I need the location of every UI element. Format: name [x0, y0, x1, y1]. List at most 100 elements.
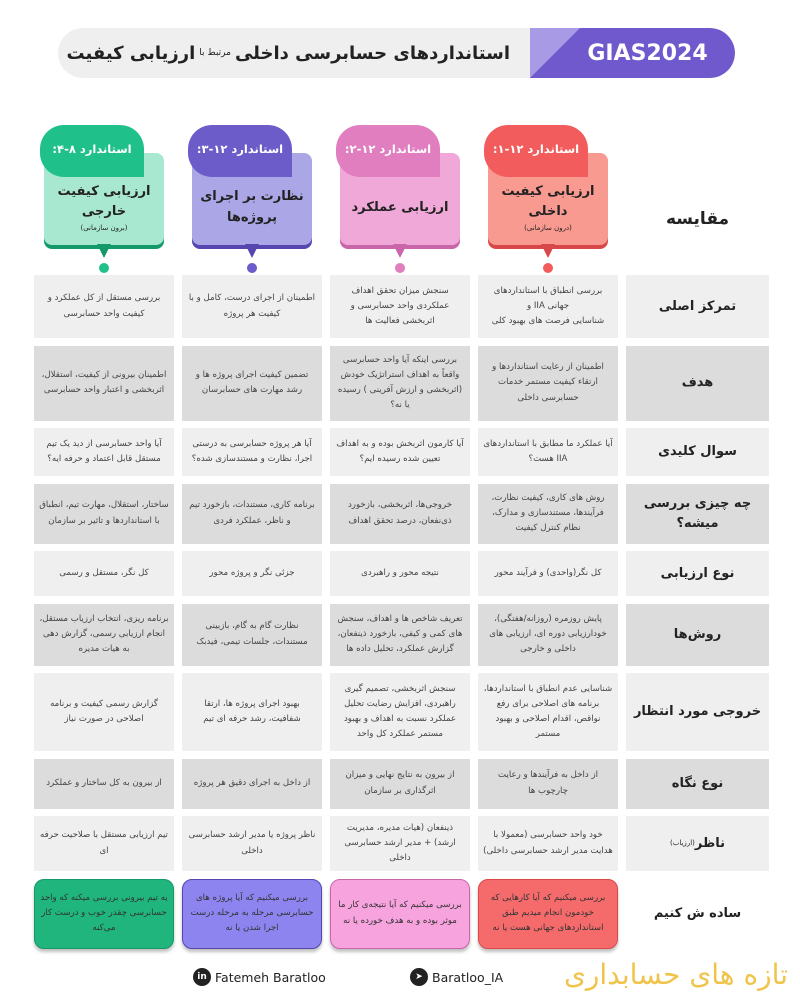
table-cell: برنامه ریزی، انتخاب ارزیاب مستقل، انجام …: [34, 603, 174, 666]
comparison-label: مقایسه: [665, 209, 730, 229]
card-title: ارزیابی کیفیت خارجی: [57, 183, 151, 220]
linkedin-name: Fatemeh Baratloo: [215, 969, 326, 985]
card-note: (درون سازمانی): [524, 224, 572, 233]
table-cell: شناسایی عدم انطباق با استانداردها، برنام…: [478, 673, 618, 751]
row-label: چه چیزی بررسی میشه؟: [626, 483, 769, 544]
card-standard-tab: استاندارد ۸-۴:: [40, 125, 144, 177]
card-dot: [247, 263, 257, 273]
table-cell: کل نگر، مستقل و رسمی: [34, 551, 174, 596]
card-pointer: [97, 244, 111, 258]
standard-card: ارزیابی کیفیت داخلی (درون سازمانی) استاندا…: [478, 125, 618, 273]
row-label-text: تمرکز اصلی: [658, 298, 737, 314]
row-label: خروجی مورد انتظار: [626, 673, 769, 751]
summary-cell: بررسی میکنیم که آیا کارهایی که خودمون ان…: [478, 878, 618, 949]
title-banner: استانداردهای حسابرسی داخلی مرتبط با ارزی…: [58, 28, 735, 78]
table-cell: از بیرون به کل ساختار و عملکرد: [34, 758, 174, 809]
row-label-text: خروجی مورد انتظار: [633, 704, 762, 720]
table-cell: آیا کارمون اثربخش بوده و به اهداف تعیین …: [330, 428, 470, 476]
standard-card: نظارت بر اجرای پروژه‌ها استاندارد ۱۲-۳:: [182, 125, 322, 273]
table-cell: بررسی انطباق با استانداردهای جهانی IIA و…: [478, 275, 618, 338]
gias-badge: GIAS2024: [530, 28, 735, 78]
row-label-text: سوال کلیدی: [658, 444, 737, 460]
table-cell: اطمینان از رعایت استانداردها و ارتقاء کی…: [478, 345, 618, 421]
title-main: استانداردهای حسابرسی داخلی: [234, 42, 510, 64]
table-cell: ساختار، استقلال، مهارت تیم، انطباق با اس…: [34, 483, 174, 544]
table-cell: سنجش میزان تحقق اهداف عملکردی واحد حسابر…: [330, 275, 470, 338]
card-pointer: [393, 244, 407, 258]
card-title: ارزیابی کیفیت داخلی: [501, 183, 595, 220]
table-cell: روش های کاری، کیفیت نظارت، فرآیندها، مست…: [478, 483, 618, 544]
table-cell: خود واحد حسابرسی (معمولا با هدایت مدیر ا…: [478, 816, 618, 871]
telegram-name: Baratloo_IA: [432, 969, 504, 985]
row-label-text: نوع نگاه: [671, 775, 724, 791]
linkedin-link[interactable]: in Fatemeh Baratloo: [193, 968, 326, 986]
footer: in Fatemeh Baratloo ➤ Baratloo_IA تازه ه…: [0, 958, 800, 1002]
gias-label: GIAS2024: [587, 40, 708, 66]
row-label: ساده ش کنیم: [626, 878, 769, 949]
table-cell: اطمینان بیرونی از کیفیت، استقلال، اثربخش…: [34, 345, 174, 421]
table-cell: تضمین کیفیت اجرای پروژه ها و رشد مهارت ه…: [182, 345, 322, 421]
card-title: نظارت بر اجرای پروژه‌ها: [200, 189, 304, 225]
table-cell: گزارش رسمی کیفیت و برنامه اصلاحی در صورت…: [34, 673, 174, 751]
table-cell: خروجی‌ها، اثربخشی، بازخورد ذی‌نفعان، درص…: [330, 483, 470, 544]
title-end: ارزیابی کیفیت: [66, 42, 196, 64]
table-cell: تعریف شاخص ها و اهداف، سنجش های کمی و کی…: [330, 603, 470, 666]
table-cell: بررسی مستقل از کل عملکرد و کیفیت واحد حس…: [34, 275, 174, 338]
summary-cell: بررسی میکنیم که آیا پروژه های حسابرسی مر…: [182, 878, 322, 949]
row-label: سوال کلیدی: [626, 428, 769, 476]
table-cell: اطمینان از اجرای درست، کامل و با کیفیت ه…: [182, 275, 322, 338]
standards-cards: مقایسه ارزیابی کیفیت داخلی (درون سازمانی)…: [34, 125, 769, 273]
row-label: ناظر (ارزیاب): [626, 816, 769, 871]
telegram-icon: ➤: [410, 968, 428, 986]
comparison-table: تمرکز اصلی بررسی انطباق با استانداردهای ج…: [34, 275, 769, 949]
table-cell: آیا عملکرد ما مطابق با استانداردهای IIA …: [478, 428, 618, 476]
standard-card: ارزیابی کیفیت خارجی (برون سازمانی) استاندا…: [34, 125, 174, 273]
standard-card: ارزیابی عملکرد استاندارد ۱۲-۲:: [330, 125, 470, 273]
title-connector: مرتبط با: [199, 48, 231, 58]
card-dot: [543, 263, 553, 273]
card-standard-tab: استاندارد ۱۲-۲:: [336, 125, 440, 177]
summary-cell: یه تیم بیرونی بررسی میکنه که واحد حسابرس…: [34, 878, 174, 949]
row-label: تمرکز اصلی: [626, 275, 769, 338]
table-cell: جزئی نگر و پروژه محور: [182, 551, 322, 596]
card-dot: [99, 263, 109, 273]
table-cell: نتیجه محور و راهبردی: [330, 551, 470, 596]
card-standard-tab: استاندارد ۱۲-۱:: [484, 125, 588, 177]
card-pointer: [541, 244, 555, 258]
table-cell: بهبود اجرای پروژه ها، ارتقا شفافیت، رشد …: [182, 673, 322, 751]
table-cell: پایش روزمره (روزانه/هفتگی)، خودارزیابی د…: [478, 603, 618, 666]
table-cell: از بیرون به نتایج نهایی و میزان اثرگذاری…: [330, 758, 470, 809]
row-label-text: نوع ارزیابی: [660, 565, 735, 581]
card-dot: [395, 263, 405, 273]
row-label: روش‌ها: [626, 603, 769, 666]
row-label: نوع نگاه: [626, 758, 769, 809]
table-cell: بررسی اینکه آیا واحد حسابرسی واقعاً به ا…: [330, 345, 470, 421]
table-cell: سنجش اثربخشی، تصمیم گیری راهبردی، افزایش…: [330, 673, 470, 751]
card-standard-tab: استاندارد ۱۲-۳:: [188, 125, 292, 177]
table-cell: از داخل به اجرای دقیق هر پروژه: [182, 758, 322, 809]
row-label-text: ناظر: [694, 835, 725, 851]
telegram-link[interactable]: ➤ Baratloo_IA: [410, 968, 503, 986]
table-cell: از داخل به فرآیندها و رعایت چارچوب ها: [478, 758, 618, 809]
row-label: نوع ارزیابی: [626, 551, 769, 596]
table-cell: تیم ارزیابی مستقل با صلاحیت حرفه ای: [34, 816, 174, 871]
row-label-text: روش‌ها: [673, 626, 722, 642]
table-cell: کل نگر(واحدی) و فرآیند محور: [478, 551, 618, 596]
table-cell: ذینفعان (هیات مدیره، مدیریت ارشد) + مدیر…: [330, 816, 470, 871]
brand-watermark: تازه های حسابداری: [563, 958, 788, 991]
summary-cell: بررسی میکنیم که آیا نتیجه‌ی کار ما موثر …: [330, 878, 470, 949]
table-cell: نظارت گام به گام، بازبینی مستندات، جلسات…: [182, 603, 322, 666]
table-cell: ناظر پروژه یا مدیر ارشد حسابرسی داخلی: [182, 816, 322, 871]
row-label-text: چه چیزی بررسی میشه؟: [643, 496, 752, 531]
row-label-text: هدف: [681, 375, 714, 391]
table-cell: آیا واحد حسابرسی از دید یک تیم مستقل قاب…: [34, 428, 174, 476]
page-title: استانداردهای حسابرسی داخلی مرتبط با ارزی…: [66, 28, 510, 78]
table-cell: برنامه کاری، مستندات، بازخورد تیم و ناظر…: [182, 483, 322, 544]
row-label-text: ساده ش کنیم: [653, 905, 742, 921]
card-pointer: [245, 244, 259, 258]
card-title: ارزیابی عملکرد: [351, 199, 449, 215]
row-label-note: (ارزیاب): [670, 839, 695, 848]
row-label: هدف: [626, 345, 769, 421]
card-note: (برون سازمانی): [80, 224, 128, 233]
linkedin-icon: in: [193, 968, 211, 986]
